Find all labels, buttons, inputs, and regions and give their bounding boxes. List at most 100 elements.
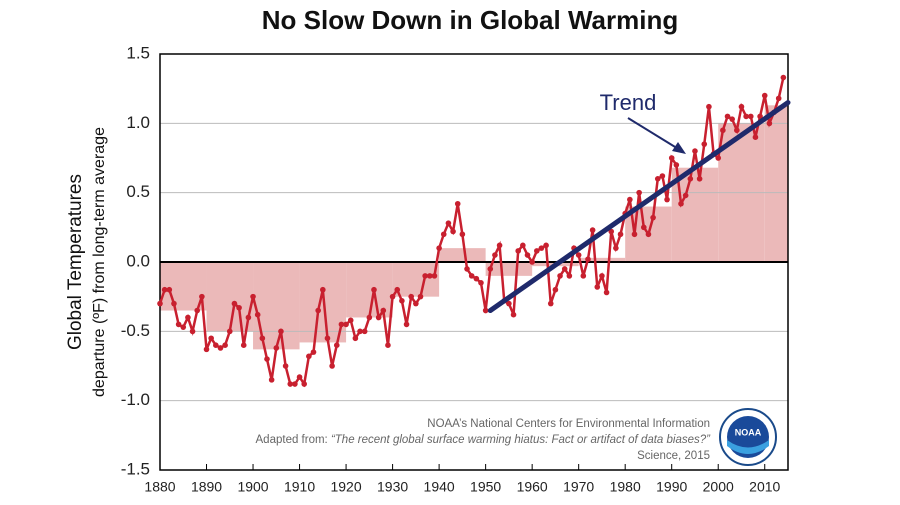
decade-bar	[253, 262, 300, 350]
temperature-point	[333, 342, 340, 349]
trend-line	[487, 100, 791, 314]
temperature-point	[240, 342, 247, 349]
source-line: Science, 2015	[637, 450, 710, 462]
temperature-point	[617, 231, 624, 238]
temperature-point	[320, 286, 326, 293]
source-note: NOAA’s National Centers for Environmenta…	[256, 418, 712, 462]
temperature-point	[520, 242, 526, 249]
temperature-point	[543, 242, 549, 249]
temperature-point	[715, 155, 722, 161]
temperature-point	[194, 307, 201, 314]
temperature-point	[631, 231, 638, 238]
temperature-point	[413, 300, 419, 307]
temperature-point	[682, 192, 689, 199]
temperature-point	[552, 286, 559, 293]
temperature-point	[696, 176, 703, 182]
y-tick-label: 1.0	[126, 113, 150, 132]
temperature-point	[473, 275, 480, 282]
temperature-point	[361, 328, 368, 335]
temperature-point	[245, 314, 252, 321]
temperature-point	[701, 141, 708, 147]
x-tick-label: 1920	[330, 479, 361, 495]
temperature-point	[589, 227, 596, 233]
temperature-point	[445, 220, 452, 226]
temperature-point	[580, 273, 587, 279]
temperature-point	[310, 349, 317, 355]
x-tick-label: 1900	[237, 479, 268, 495]
source-line: NOAA’s National Centers for Environmenta…	[427, 418, 710, 430]
temperature-point	[585, 256, 591, 263]
x-tick-label: 1980	[610, 479, 641, 495]
temperature-point	[199, 293, 205, 300]
decade-bar	[578, 257, 626, 262]
y-tick-label: 1.5	[126, 43, 150, 62]
temperature-point	[417, 293, 424, 300]
temperature-point	[338, 321, 345, 328]
temperature-point	[608, 228, 615, 235]
y-tick-label: 0.0	[126, 251, 150, 270]
x-tick-label: 2010	[749, 479, 780, 495]
temperature-point	[454, 200, 461, 207]
temperature-point	[459, 231, 466, 238]
y-tick-label: -1.0	[121, 390, 150, 409]
temperature-point	[678, 200, 684, 207]
x-tick-label: 1910	[284, 479, 315, 495]
temperature-point	[366, 314, 373, 321]
temperature-point	[664, 196, 670, 203]
temperature-point	[171, 300, 177, 307]
temperature-point	[687, 176, 694, 182]
temperature-point	[431, 273, 438, 279]
decade-bar	[764, 105, 788, 262]
x-tick-label: 1890	[191, 479, 222, 495]
temperature-point	[371, 286, 377, 293]
temperature-point	[659, 173, 666, 179]
temperature-point	[743, 113, 749, 120]
temperature-point	[166, 286, 173, 293]
temperature-point	[566, 273, 573, 279]
temperature-point	[427, 273, 433, 279]
plot-frame	[159, 53, 789, 471]
temperature-point	[282, 363, 289, 369]
x-tick-label: 1950	[470, 479, 501, 495]
temperature-point	[254, 311, 261, 318]
temperature-point	[375, 314, 382, 321]
temperature-point	[627, 196, 633, 203]
logo-wave	[727, 440, 769, 454]
temperature-point	[315, 307, 321, 314]
temperature-point	[738, 103, 745, 110]
decade-bar	[206, 262, 254, 332]
temperature-point	[645, 231, 652, 238]
temperature-point	[464, 266, 470, 272]
temperature-point	[389, 293, 396, 300]
temperature-point	[268, 377, 275, 383]
temperature-point	[654, 176, 661, 182]
trend-arrowhead	[672, 142, 686, 154]
temperature-point	[780, 74, 787, 81]
temperature-point	[380, 307, 387, 314]
temperature-point	[515, 248, 521, 254]
temperature-point	[273, 345, 280, 351]
temperature-point	[161, 286, 168, 293]
temperature-point	[278, 328, 284, 335]
temperature-point	[394, 286, 401, 293]
temperature-point	[487, 266, 494, 272]
temperature-point	[761, 92, 768, 99]
temperature-point	[668, 155, 675, 161]
temperature-point	[264, 356, 270, 362]
decade-bar	[392, 262, 440, 297]
x-tick-label: 1940	[424, 479, 455, 495]
temperature-point	[492, 252, 498, 258]
temperature-point	[231, 300, 238, 307]
x-tick-label: 1970	[563, 479, 594, 495]
temperature-point	[478, 280, 484, 286]
temperature-point	[292, 381, 298, 387]
temperature-point	[766, 120, 773, 127]
temperature-point	[692, 148, 698, 154]
temperature-point	[673, 162, 680, 168]
temperature-point	[385, 342, 391, 349]
temperature-point	[650, 214, 656, 221]
plot-area: -1.5 -1.0 -0.5 0.0 0.5 1.0 1.5 1880 1890 1900 1910…	[121, 43, 791, 495]
trend-arrow	[627, 117, 681, 151]
noaa-logo: NOAA	[719, 408, 777, 466]
temperature-point	[706, 103, 712, 110]
